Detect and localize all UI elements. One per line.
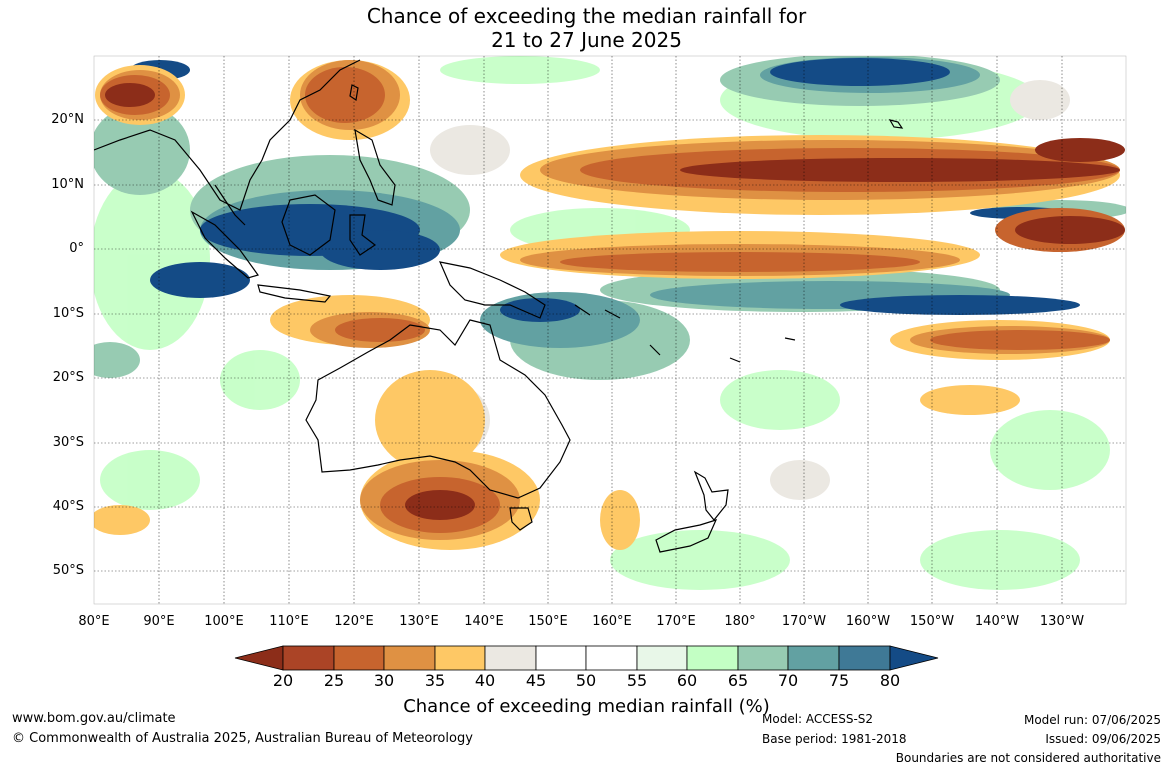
lat-label: 50°S [52,563,84,578]
lon-label: 160°E [592,614,632,629]
map-title-line2: 21 to 27 June 2025 [491,28,682,52]
lon-label: 140°E [464,614,504,629]
lat-label: 30°S [52,435,84,450]
base-period-text: Base period: 1981-2018 [762,732,907,746]
taiwan-coastline [349,84,359,102]
colorbar-segments [234,645,939,671]
pacific-islands-coastline [574,304,796,363]
colorbar-above-80 [889,645,939,671]
lon-label: 140°W [974,614,1020,629]
lon-label: 110°E [269,614,309,629]
colorbar-70-75 [787,645,840,671]
lon-label: 130°W [1039,614,1085,629]
colorbar-55-60 [636,645,688,671]
map-border [93,55,1127,605]
colorbar-60-65 [686,645,739,671]
colorbar-75-80 [838,645,891,671]
hawaii-coastline [888,119,904,129]
sumatra-coastline [190,210,259,279]
lon-label: 100°E [204,614,244,629]
colorbar-tick: 35 [424,671,446,690]
sulawesi-coastline [349,214,377,256]
colorbar-tick: 45 [525,671,547,690]
new-guinea-coastline [438,261,546,319]
malay-peninsula-coastline [214,184,246,226]
colorbar-tick: 75 [828,671,850,690]
lon-label: 170°E [656,614,696,629]
colorbar-tick: 50 [575,671,597,690]
lon-label: 160°W [845,614,891,629]
lat-label: 40°S [52,499,84,514]
tasmania-coastline [509,507,533,531]
colorbar-45-50 [535,645,587,671]
lat-label: 20°N [51,112,84,127]
colorbar-tick: 80 [879,671,901,690]
lon-label: 180° [724,614,756,629]
map-title-line1: Chance of exceeding the median rainfall … [366,4,807,28]
colorbar-40-45 [484,645,537,671]
model-text: Model: ACCESS-S2 [762,712,874,726]
colorbar-65-70 [737,645,789,671]
java-coastline [257,284,332,303]
colorbar-tick: 25 [323,671,345,690]
colorbar-tick: 60 [676,671,698,690]
colorbar-35-40 [434,645,486,671]
colorbar-tick: 40 [474,671,496,690]
lon-label: 80°E [78,614,110,629]
issued-text: Issued: 09/06/2025 [1045,732,1161,746]
asia-mainland-coastline [94,59,361,211]
lon-label: 120°E [334,614,374,629]
borneo-coastline [281,194,336,256]
rainfall-map [93,55,1127,605]
australia-coastline [305,319,571,499]
colorbar-tick: 55 [626,671,648,690]
colorbar-below-20 [234,645,284,671]
colorbar-label: Chance of exceeding median rainfall (%) [403,696,770,717]
graticule [94,56,1126,604]
lon-label: 90°E [143,614,175,629]
nz-south-coastline [655,519,718,553]
copyright-text: © Commonwealth of Australia 2025, Austra… [12,731,473,746]
lon-label: 150°W [909,614,955,629]
nz-north-coastline [693,470,729,521]
philippines-coastline [354,128,396,206]
lat-label: 0° [69,241,84,256]
colorbar-tick: 20 [272,671,294,690]
colorbar-tick: 65 [727,671,749,690]
colorbar-tick: 30 [373,671,395,690]
colorbar-tick: 70 [777,671,799,690]
darkest-dry-regions [105,83,1125,520]
lat-label: 20°S [52,370,84,385]
lon-label: 130°E [399,614,439,629]
model-run-text: Model run: 07/06/2025 [1023,713,1161,727]
lat-label: 10°S [52,306,84,321]
lon-label: 150°E [528,614,568,629]
lon-label: 170°W [781,614,827,629]
website-link[interactable]: www.bom.gov.au/climate [12,711,176,726]
lat-label: 10°N [51,177,84,192]
colorbar-20-25 [282,645,335,671]
coastlines [94,59,904,553]
colorbar-50-55 [585,645,638,671]
colorbar-25-30 [333,645,385,671]
colorbar-30-35 [383,645,436,671]
disclaimer-text: Boundaries are not considered authoritat… [895,751,1161,765]
